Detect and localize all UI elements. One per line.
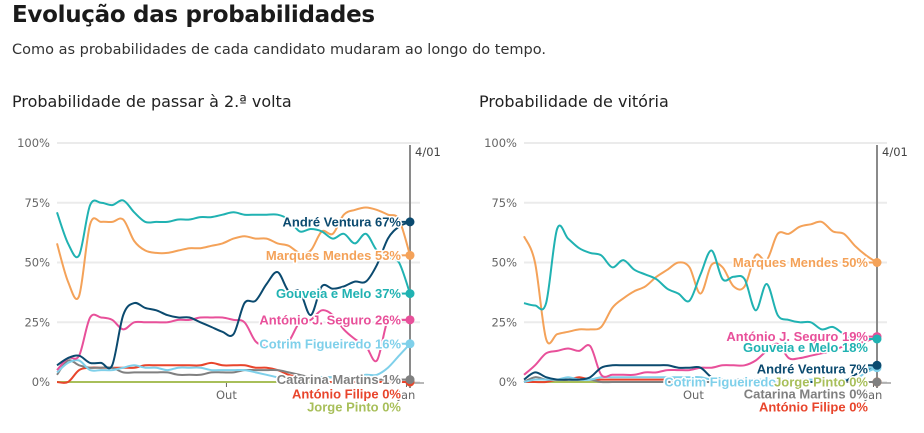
end-label-antonio-j-seguro: António J. Seguro 26% (259, 312, 401, 327)
series-line-antonio-j-seguro[interactable] (56, 309, 410, 371)
y-tick-label: 0% (499, 375, 517, 389)
end-point-gouveia-e-melo[interactable] (872, 334, 882, 344)
y-tick-label: 75% (491, 196, 517, 210)
end-label-jorge-pinto: Jorge Pinto 0% (307, 400, 401, 415)
end-label-catarina-martins: Catarina Martins 1% (277, 372, 402, 387)
series-line-gouveia-e-melo[interactable] (523, 224, 877, 341)
end-label-cotrim-figueiredo: Cotrim Figueiredo (664, 375, 776, 390)
series-line-antonio-filipe[interactable] (56, 361, 410, 384)
end-point-marques-mendes[interactable] (405, 250, 415, 260)
end-label-marques-mendes: Marques Mendes 53% (266, 248, 402, 263)
end-label-gouveia-e-melo: Gouveia e Melo 37% (276, 286, 401, 301)
series-line-gouveia-e-melo[interactable] (56, 199, 411, 294)
chart-title-second-round: Probabilidade de passar à 2.ª volta (12, 92, 292, 111)
end-point-marques-mendes[interactable] (872, 258, 882, 267)
end-point-andre-ventura[interactable] (872, 360, 882, 370)
x-tick-label: Out (216, 388, 237, 402)
end-label-jorge-pinto: Jorge Pinto 0% (774, 375, 868, 390)
series-line-marques-mendes[interactable] (56, 206, 411, 300)
y-tick-label: 75% (24, 196, 50, 210)
end-point-gouveia-e-melo[interactable] (405, 289, 415, 299)
end-label-antonio-j-seguro: António J. Seguro 19% (726, 329, 868, 344)
end-label-andre-ventura: André Ventura 67% (283, 214, 402, 229)
end-label-andre-ventura: André Ventura 7% (757, 361, 869, 376)
series-line-andre-ventura[interactable] (523, 364, 878, 384)
end-label-cotrim-figueiredo: Cotrim Figueiredo 16% (259, 336, 401, 351)
x-tick-label: Jan (864, 388, 883, 402)
end-label-catarina-martins: Catarina Martins 0% (744, 386, 869, 401)
chart-second-round: 0% 25% 50% 75% 100% Out Jan 4/01 André Ventura 6… (17, 136, 441, 416)
end-point-catarina-martins[interactable] (872, 377, 882, 387)
y-tick-label: 100% (17, 136, 50, 150)
y-tick-label: 50% (24, 256, 50, 270)
end-label-antonio-filipe: António Filipe 0% (759, 400, 868, 415)
end-point-andre-ventura[interactable] (405, 217, 415, 227)
end-point-catarina-martins[interactable] (405, 375, 415, 385)
page-subtitle: Como as probabilidades de cada candidato… (12, 42, 546, 58)
series-line-marques-mendes[interactable] (523, 220, 878, 345)
end-label-gouveia-e-melo: Gouveia e Melo 18% (743, 340, 868, 355)
y-tick-label: 100% (484, 136, 517, 150)
end-label-marques-mendes: Marques Mendes 50% (733, 255, 869, 270)
chart-victory: 0% 25% 50% 75% 100% Out Jan 4/01 Marques Mendes … (484, 136, 908, 416)
date-marker-label: 4/01 (882, 145, 908, 159)
y-tick-label: 25% (24, 315, 50, 329)
date-marker-label: 4/01 (415, 145, 441, 159)
end-label-antonio-filipe: António Filipe 0% (292, 386, 401, 401)
y-tick-label: 50% (491, 256, 517, 270)
chart-title-victory: Probabilidade de vitória (479, 92, 669, 111)
end-point-antonio-j-seguro[interactable] (405, 315, 415, 325)
series-line-andre-ventura[interactable] (56, 220, 411, 370)
y-tick-label: 25% (491, 315, 517, 329)
series-line-cotrim-figueiredo[interactable] (56, 343, 411, 379)
y-tick-label: 0% (32, 375, 50, 389)
end-point-cotrim-figueiredo[interactable] (405, 339, 415, 349)
x-tick-label: Out (683, 388, 704, 402)
page-title: Evolução das probabilidades (12, 2, 375, 28)
x-tick-label: Jan (397, 388, 416, 402)
